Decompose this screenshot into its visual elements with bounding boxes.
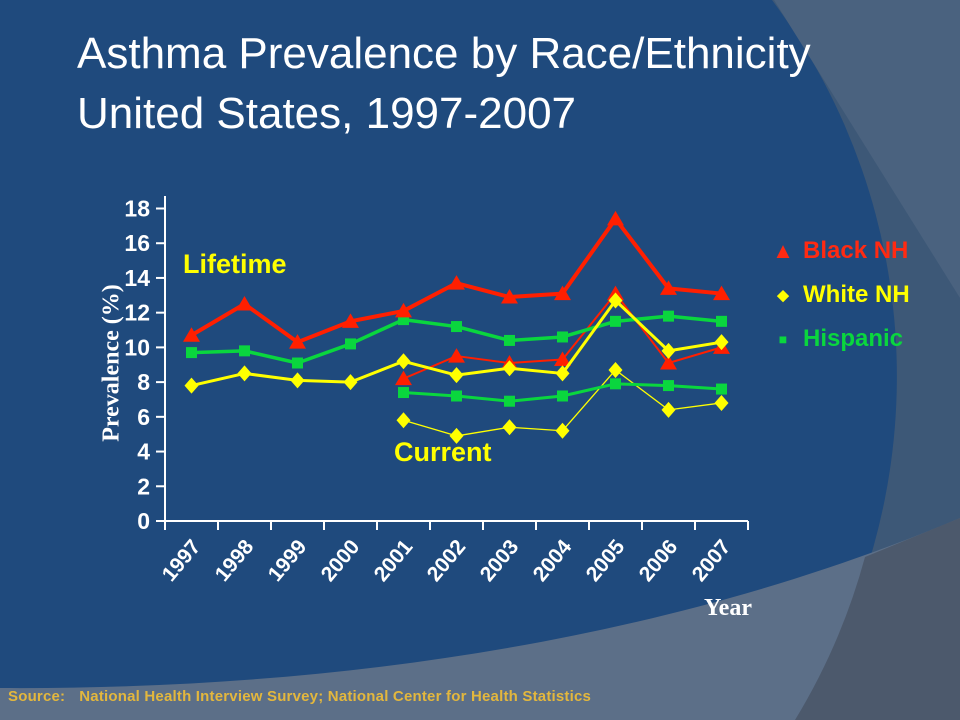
diamond-marker [343,374,358,391]
triangle-marker [660,280,677,295]
x-tick-label: 2002 [423,535,471,586]
diamond-marker [396,353,411,370]
x-tick-label: 2006 [635,535,683,586]
triangle-marker [660,355,677,370]
title-line-1: Asthma Prevalence by Race/Ethnicity [77,29,811,78]
lifetime-annotation: Lifetime [183,249,287,279]
square-marker [504,334,515,346]
diamond-marker [661,342,676,359]
y-tick-label: 16 [124,230,150,256]
y-axis-title: Prevalence (%) [98,284,125,442]
source-text: National Health Interview Survey; Nation… [79,688,592,705]
diamond-marker [237,365,252,382]
slide-title: Asthma Prevalence by Race/Ethnicity Unit… [77,24,937,144]
diamond-marker [661,401,676,418]
white-nh-diamond-icon: ◆ [777,286,789,304]
square-marker [557,390,568,402]
source-label: Source: [8,688,66,705]
triangle-marker [289,334,306,349]
legend-label-black-nh: Black NH [803,237,909,264]
y-tick-label: 0 [137,508,150,534]
hispanic-square-icon: ■ [778,331,788,347]
diamond-marker [555,422,570,439]
y-tick-label: 2 [137,473,150,499]
square-marker [716,383,727,395]
y-tick-label: 8 [137,369,150,395]
diamond-marker [608,292,623,309]
triangle-marker [448,348,465,363]
square-marker [610,378,621,390]
triangle-marker [448,275,465,290]
diamond-marker [184,377,199,394]
square-marker [239,345,250,357]
diamond-marker [290,372,305,389]
x-tick-label: 2000 [317,535,365,586]
square-marker [292,357,303,369]
square-marker [663,310,674,322]
square-marker [557,331,568,343]
triangle-marker [395,302,412,318]
diamond-marker [502,419,517,436]
x-tick-label: 2007 [688,535,736,586]
square-marker [345,338,356,350]
current-annotation: Current [394,437,492,467]
square-marker [663,380,674,392]
diamond-marker [714,394,729,411]
triangle-marker [395,370,412,386]
legend-label-white-nh: White NH [803,281,910,308]
band-overlap-shape [795,518,960,720]
black-nh-triangle-icon: ▲ [772,238,794,263]
square-marker [186,347,197,359]
diamond-marker [396,412,411,429]
legend-item-black-nh: ▲ Black NH [768,237,910,265]
triangle-marker [607,210,624,226]
square-marker [451,390,462,402]
y-tick-label: 18 [124,196,150,222]
x-axis-title: Year [704,595,752,621]
diamond-marker [555,365,570,382]
y-tick-label: 14 [124,265,150,291]
source-bar: Source: National Health Interview Survey;… [8,688,591,705]
x-tick-label: 1999 [264,535,312,586]
y-tick-label: 12 [124,300,150,326]
corner-highlight-shape [774,0,960,298]
triangle-marker [183,327,200,342]
diamond-marker [502,360,517,377]
square-marker [398,387,409,399]
square-marker [716,315,727,327]
diamond-marker [608,361,623,378]
triangle-marker [554,285,571,301]
legend-item-white-nh: ◆ White NH [768,281,910,309]
square-marker [451,321,462,333]
triangle-marker [713,285,730,301]
x-tick-label: 1997 [158,535,206,586]
square-marker [610,315,621,327]
legend-label-hispanic: Hispanic [803,325,904,352]
x-tick-label: 2005 [582,535,630,586]
diamond-marker [449,367,464,384]
triangle-marker [554,351,571,367]
square-marker [504,395,515,407]
x-tick-label: 2003 [476,535,524,586]
diamond-marker [449,427,464,444]
x-tick-label: 2001 [370,535,418,586]
triangle-marker [342,313,359,328]
x-tick-label: 2004 [529,535,577,586]
x-tick-label: 1998 [211,535,259,586]
bottom-band-shape [0,518,960,720]
diamond-marker [714,334,729,351]
y-tick-label: 6 [137,404,150,430]
y-tick-label: 4 [137,439,150,465]
chart-legend: ▲ Black NH ◆ White NH ■ Hispanic [768,237,910,353]
triangle-marker [501,289,518,304]
triangle-marker [236,295,253,311]
title-line-2: United States, 1997-2007 [77,88,577,138]
y-tick-label: 10 [124,334,150,360]
legend-item-hispanic: ■ Hispanic [768,325,910,353]
